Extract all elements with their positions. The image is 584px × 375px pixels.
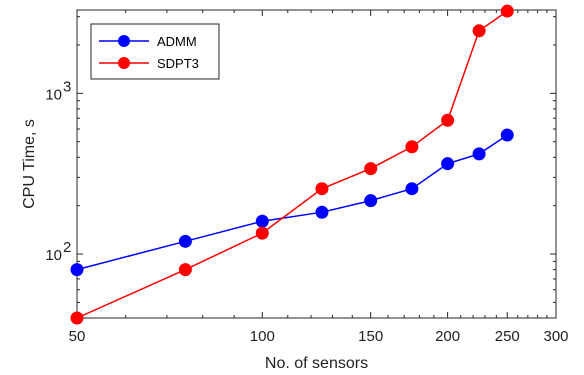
data-point-sdpt3 — [405, 140, 419, 154]
x-tick-label: 150 — [358, 328, 383, 345]
legend-label-admm: ADMM — [157, 34, 197, 49]
data-point-sdpt3 — [364, 162, 378, 176]
data-point-sdpt3 — [441, 113, 455, 127]
y-tick-exponent: 3 — [63, 78, 71, 95]
x-tick-label: 300 — [543, 328, 568, 345]
data-point-admm — [364, 194, 378, 208]
legend-label-sdpt3: SDPT3 — [157, 56, 199, 71]
legend-marker-sdpt3 — [118, 57, 130, 69]
data-point-sdpt3 — [70, 311, 84, 325]
y-tick-label: 10 — [45, 86, 62, 103]
x-tick-label: 200 — [435, 328, 460, 345]
data-point-sdpt3 — [315, 182, 329, 196]
x-tick-label: 100 — [250, 328, 275, 345]
data-point-sdpt3 — [500, 4, 514, 18]
data-point-admm — [500, 128, 514, 142]
x-tick-label: 250 — [495, 328, 520, 345]
data-point-admm — [70, 263, 84, 277]
data-point-sdpt3 — [178, 263, 192, 277]
data-point-admm — [472, 147, 486, 161]
data-point-admm — [441, 157, 455, 171]
y-tick-exponent: 2 — [63, 239, 71, 256]
x-tick-label: 50 — [69, 328, 86, 345]
legend-box — [90, 23, 220, 80]
legend-marker-admm — [118, 35, 130, 47]
data-point-sdpt3 — [255, 226, 269, 240]
series-layer — [70, 4, 514, 325]
data-point-admm — [178, 234, 192, 248]
y-tick-label: 10 — [45, 247, 62, 264]
y-axis-label: CPU Time, s — [21, 119, 38, 209]
data-point-admm — [315, 205, 329, 219]
data-point-admm — [405, 182, 419, 196]
data-point-admm — [255, 214, 269, 228]
x-axis-label: No. of sensors — [265, 355, 368, 372]
data-point-sdpt3 — [472, 24, 486, 38]
legend: ADMM SDPT3 — [90, 23, 220, 80]
